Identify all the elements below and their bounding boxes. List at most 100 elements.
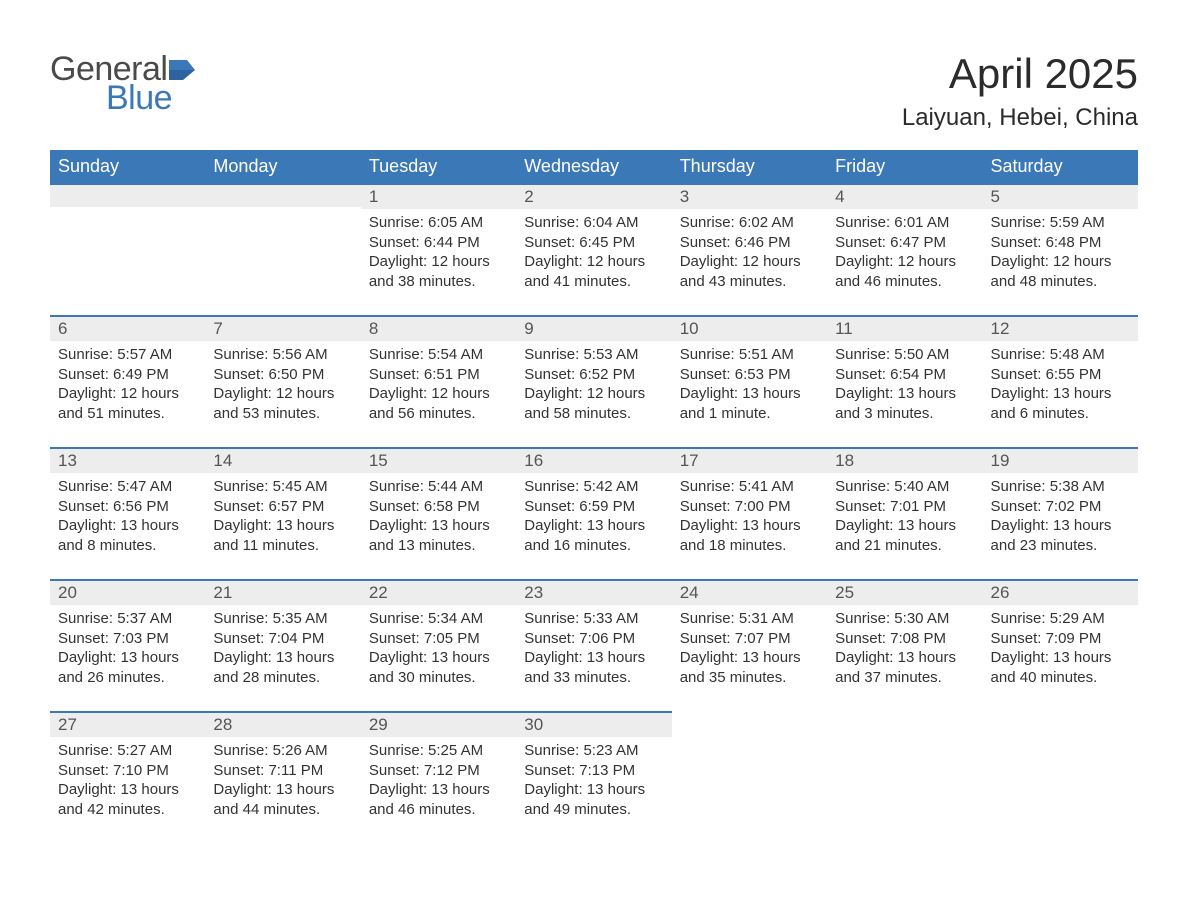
day-dl1: Daylight: 13 hours: [58, 648, 197, 668]
day-body: Sunrise: 5:26 AMSunset: 7:11 PMDaylight:…: [205, 737, 360, 823]
day-sunset: Sunset: 7:09 PM: [991, 629, 1130, 649]
day-dl1: Daylight: 12 hours: [835, 252, 974, 272]
flag-icon: [169, 58, 195, 80]
day-number: 9: [524, 319, 533, 338]
day-number: 21: [213, 583, 232, 602]
weekday-header: Wednesday: [516, 150, 671, 183]
day-sunset: Sunset: 6:54 PM: [835, 365, 974, 385]
day-sunrise: Sunrise: 5:53 AM: [524, 345, 663, 365]
day-body: Sunrise: 5:48 AMSunset: 6:55 PMDaylight:…: [983, 341, 1138, 427]
day-body: Sunrise: 5:41 AMSunset: 7:00 PMDaylight:…: [672, 473, 827, 559]
day-number: 10: [680, 319, 699, 338]
day-body: Sunrise: 5:30 AMSunset: 7:08 PMDaylight:…: [827, 605, 982, 691]
day-body: Sunrise: 6:02 AMSunset: 6:46 PMDaylight:…: [672, 209, 827, 295]
day-cell: 2Sunrise: 6:04 AMSunset: 6:45 PMDaylight…: [516, 183, 671, 315]
day-sunrise: Sunrise: 5:34 AM: [369, 609, 508, 629]
day-number: 6: [58, 319, 67, 338]
day-dl2: and 58 minutes.: [524, 404, 663, 424]
day-number: 25: [835, 583, 854, 602]
day-body: Sunrise: 5:44 AMSunset: 6:58 PMDaylight:…: [361, 473, 516, 559]
day-number-row: 9: [516, 315, 671, 341]
day-sunset: Sunset: 6:51 PM: [369, 365, 508, 385]
day-dl1: Daylight: 13 hours: [213, 780, 352, 800]
day-cell: 4Sunrise: 6:01 AMSunset: 6:47 PMDaylight…: [827, 183, 982, 315]
day-cell: 8Sunrise: 5:54 AMSunset: 6:51 PMDaylight…: [361, 315, 516, 447]
day-sunset: Sunset: 6:58 PM: [369, 497, 508, 517]
day-dl2: and 48 minutes.: [991, 272, 1130, 292]
day-body: Sunrise: 5:25 AMSunset: 7:12 PMDaylight:…: [361, 737, 516, 823]
day-sunrise: Sunrise: 6:02 AM: [680, 213, 819, 233]
day-dl2: and 44 minutes.: [213, 800, 352, 820]
day-sunrise: Sunrise: 5:59 AM: [991, 213, 1130, 233]
day-number: 22: [369, 583, 388, 602]
day-number-row: 10: [672, 315, 827, 341]
day-sunrise: Sunrise: 5:37 AM: [58, 609, 197, 629]
day-dl2: and 11 minutes.: [213, 536, 352, 556]
day-sunset: Sunset: 6:46 PM: [680, 233, 819, 253]
day-cell: 17Sunrise: 5:41 AMSunset: 7:00 PMDayligh…: [672, 447, 827, 579]
day-body: Sunrise: 5:31 AMSunset: 7:07 PMDaylight:…: [672, 605, 827, 691]
day-dl1: Daylight: 13 hours: [213, 648, 352, 668]
day-body: Sunrise: 5:57 AMSunset: 6:49 PMDaylight:…: [50, 341, 205, 427]
day-number-row: 20: [50, 579, 205, 605]
day-dl1: Daylight: 13 hours: [991, 516, 1130, 536]
day-sunrise: Sunrise: 5:23 AM: [524, 741, 663, 761]
day-number: 1: [369, 187, 378, 206]
day-dl1: Daylight: 12 hours: [369, 384, 508, 404]
day-dl2: and 6 minutes.: [991, 404, 1130, 424]
day-number-row: 14: [205, 447, 360, 473]
day-dl2: and 33 minutes.: [524, 668, 663, 688]
weekday-header: Sunday: [50, 150, 205, 183]
day-number-row: 15: [361, 447, 516, 473]
day-sunset: Sunset: 6:55 PM: [991, 365, 1130, 385]
day-number: 27: [58, 715, 77, 734]
empty-day-header: [50, 183, 205, 207]
day-dl2: and 46 minutes.: [835, 272, 974, 292]
day-sunrise: Sunrise: 5:35 AM: [213, 609, 352, 629]
day-sunset: Sunset: 7:02 PM: [991, 497, 1130, 517]
day-number: 12: [991, 319, 1010, 338]
day-dl1: Daylight: 12 hours: [58, 384, 197, 404]
day-sunset: Sunset: 6:50 PM: [213, 365, 352, 385]
day-dl2: and 21 minutes.: [835, 536, 974, 556]
day-number: 28: [213, 715, 232, 734]
day-number-row: 4: [827, 183, 982, 209]
calendar-table: SundayMondayTuesdayWednesdayThursdayFrid…: [50, 150, 1138, 843]
day-cell: 26Sunrise: 5:29 AMSunset: 7:09 PMDayligh…: [983, 579, 1138, 711]
day-number: 24: [680, 583, 699, 602]
day-body: Sunrise: 6:04 AMSunset: 6:45 PMDaylight:…: [516, 209, 671, 295]
day-number-row: 1: [361, 183, 516, 209]
day-dl1: Daylight: 13 hours: [991, 648, 1130, 668]
day-number-row: 19: [983, 447, 1138, 473]
day-number-row: 13: [50, 447, 205, 473]
day-sunrise: Sunrise: 5:50 AM: [835, 345, 974, 365]
day-number: 30: [524, 715, 543, 734]
day-sunset: Sunset: 7:08 PM: [835, 629, 974, 649]
day-body: Sunrise: 5:23 AMSunset: 7:13 PMDaylight:…: [516, 737, 671, 823]
day-number: 4: [835, 187, 844, 206]
day-dl1: Daylight: 12 hours: [213, 384, 352, 404]
day-dl2: and 53 minutes.: [213, 404, 352, 424]
day-sunset: Sunset: 6:59 PM: [524, 497, 663, 517]
day-body: Sunrise: 5:53 AMSunset: 6:52 PMDaylight:…: [516, 341, 671, 427]
location: Laiyuan, Hebei, China: [902, 104, 1138, 132]
day-sunset: Sunset: 6:49 PM: [58, 365, 197, 385]
day-dl1: Daylight: 13 hours: [369, 780, 508, 800]
day-body: Sunrise: 5:33 AMSunset: 7:06 PMDaylight:…: [516, 605, 671, 691]
day-cell: 9 Sunrise: 5:53 AMSunset: 6:52 PMDaylight…: [516, 315, 671, 447]
day-number: 8: [369, 319, 378, 338]
day-sunset: Sunset: 6:48 PM: [991, 233, 1130, 253]
day-sunrise: Sunrise: 5:27 AM: [58, 741, 197, 761]
day-number: 29: [369, 715, 388, 734]
day-cell: 29 Sunrise: 5:25 AMSunset: 7:12 PMDayligh…: [361, 711, 516, 843]
logo: General Blue: [50, 50, 195, 118]
day-number-row: 25: [827, 579, 982, 605]
day-dl2: and 46 minutes.: [369, 800, 508, 820]
day-dl1: Daylight: 13 hours: [991, 384, 1130, 404]
day-number: 23: [524, 583, 543, 602]
day-sunrise: Sunrise: 6:04 AM: [524, 213, 663, 233]
day-dl2: and 56 minutes.: [369, 404, 508, 424]
day-dl1: Daylight: 13 hours: [58, 780, 197, 800]
day-dl2: and 16 minutes.: [524, 536, 663, 556]
day-number-row: 6: [50, 315, 205, 341]
